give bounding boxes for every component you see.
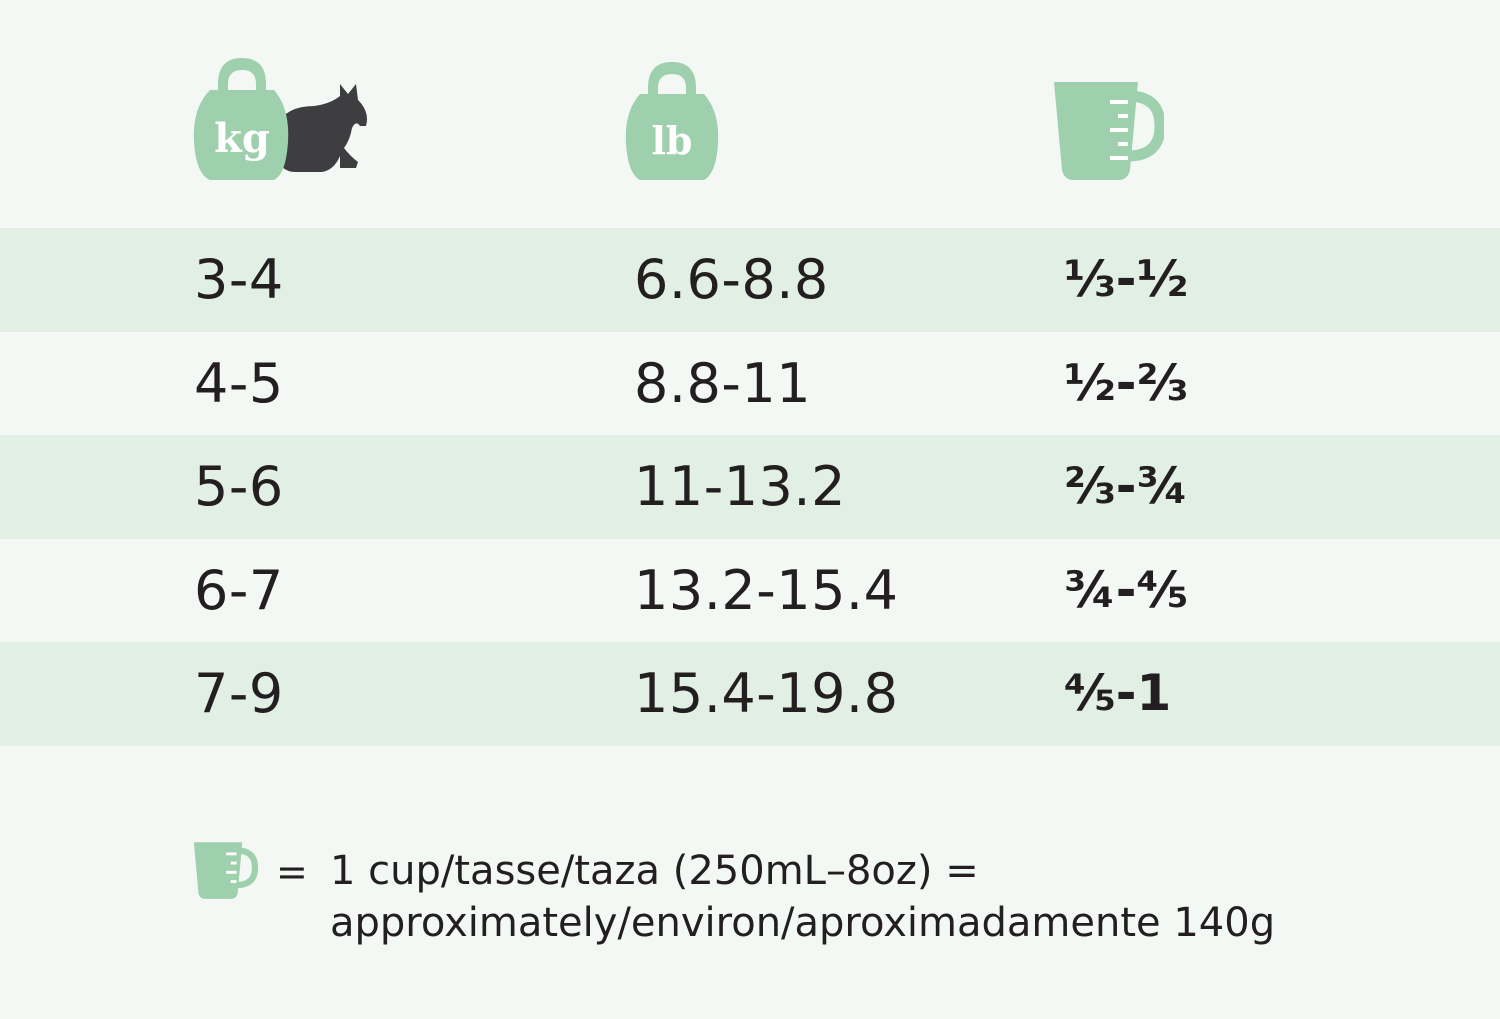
table-header: kg lb xyxy=(0,0,1500,228)
feeding-table: 3-4 6.6-8.8 ⅓-½ 4-5 8.8-11 ½-⅔ 5-6 11-13… xyxy=(0,228,1500,746)
table-row: 7-9 15.4-19.8 ⅘-1 xyxy=(0,642,1500,746)
weight-lb-cell: 11-13.2 xyxy=(634,455,846,518)
kettlebell-lb-icon: lb xyxy=(624,60,720,182)
weight-lb-cell: 6.6-8.8 xyxy=(634,248,829,311)
cat-silhouette-icon xyxy=(276,84,367,172)
weight-lb-cell: 15.4-19.8 xyxy=(634,662,899,725)
cups-cell: ¾-⅘ xyxy=(1064,560,1189,619)
cups-cell: ½-⅔ xyxy=(1064,353,1189,412)
weight-kg-cell: 5-6 xyxy=(194,455,284,518)
weight-kg-cell: 3-4 xyxy=(194,248,284,311)
cups-cell: ⅔-¾ xyxy=(1064,457,1189,515)
measuring-cup-icon xyxy=(1052,78,1164,182)
table-row: 5-6 11-13.2 ⅔-¾ xyxy=(0,435,1500,539)
cup-definition-line-1: 1 cup/tasse/taza (250mL–8oz) = xyxy=(330,848,979,894)
kettlebell-kg-icon: kg xyxy=(190,56,375,186)
weight-lb-cell: 13.2-15.4 xyxy=(634,558,899,622)
kg-icon-label: kg xyxy=(214,115,270,162)
table-row: 6-7 13.2-15.4 ¾-⅘ xyxy=(0,539,1500,643)
cups-cell: ⅓-½ xyxy=(1064,250,1189,308)
cup-definition-line-2: approximately/environ/aproximadamente 14… xyxy=(330,900,1276,946)
weight-kg-cell: 4-5 xyxy=(194,351,284,415)
cups-cell: ⅘-1 xyxy=(1064,664,1172,722)
measuring-cup-icon xyxy=(188,840,262,904)
table-row: 4-5 8.8-11 ½-⅔ xyxy=(0,332,1500,436)
cup-definition-note: = 1 cup/tasse/taza (250mL–8oz) = approxi… xyxy=(0,836,1500,966)
lb-icon-label: lb xyxy=(651,118,692,163)
weight-kg-cell: 6-7 xyxy=(194,558,284,622)
table-row: 3-4 6.6-8.8 ⅓-½ xyxy=(0,228,1500,332)
weight-lb-cell: 8.8-11 xyxy=(634,351,812,415)
equals-sign: = xyxy=(276,850,308,894)
weight-kg-cell: 7-9 xyxy=(194,662,284,725)
